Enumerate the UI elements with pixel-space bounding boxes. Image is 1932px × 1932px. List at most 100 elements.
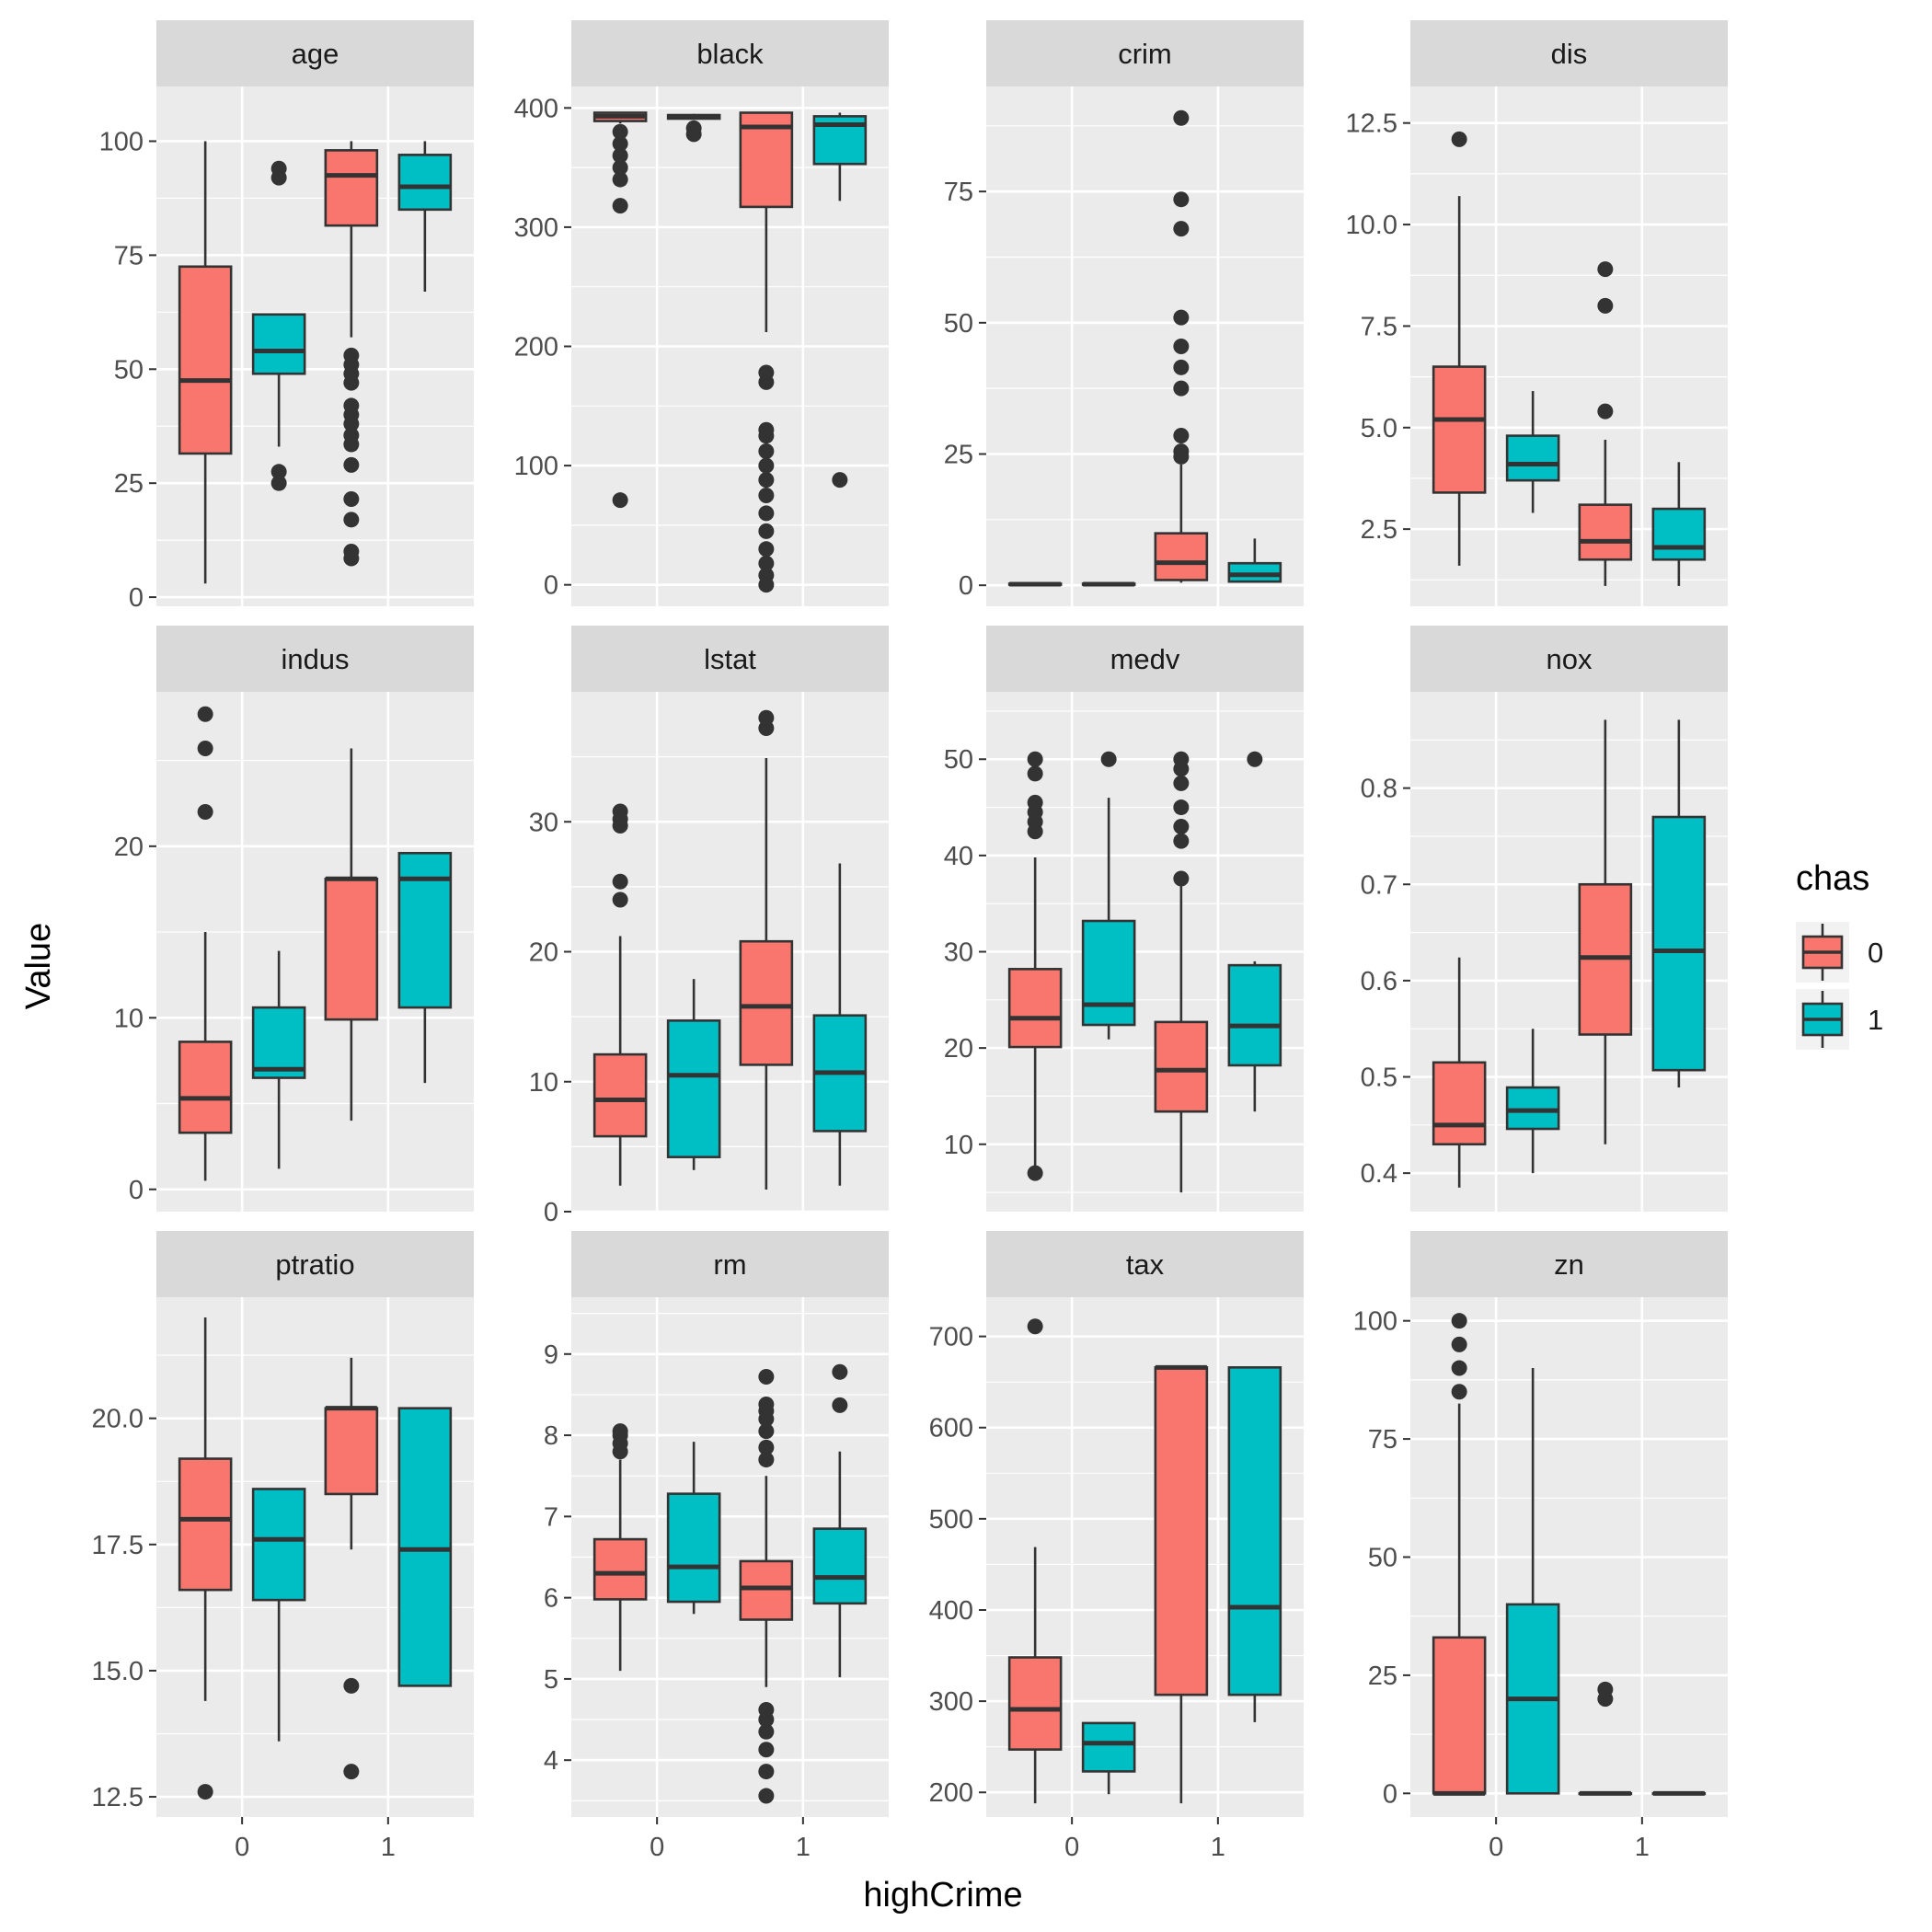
facet-panel-lstat: lstat 0 10 20 30 bbox=[529, 626, 889, 1227]
outlier-point bbox=[1173, 443, 1190, 460]
outlier-point bbox=[612, 135, 628, 152]
outlier-point bbox=[612, 147, 628, 164]
outlier-point bbox=[758, 1397, 775, 1413]
iqr-box bbox=[1651, 815, 1707, 1072]
y-tick-label: 500 bbox=[929, 1505, 973, 1535]
facet-strip-label: age bbox=[292, 38, 339, 70]
outlier-point bbox=[758, 1742, 775, 1758]
box-x0-chas1 bbox=[251, 160, 306, 491]
outlier-point bbox=[612, 171, 628, 188]
legend-label: 0 bbox=[1868, 937, 1883, 969]
outlier-point bbox=[758, 457, 775, 474]
box-x1-chas1 bbox=[812, 1363, 868, 1678]
outlier-point bbox=[758, 1788, 775, 1804]
panel-background bbox=[986, 86, 1304, 606]
iqr-box bbox=[1651, 507, 1707, 561]
y-tick-label: 20 bbox=[944, 1034, 973, 1064]
iqr-box bbox=[397, 154, 453, 212]
box-x1-chas1 bbox=[397, 141, 453, 293]
outlier-point bbox=[758, 1723, 775, 1740]
outlier-point bbox=[197, 804, 213, 821]
y-tick-label: 400 bbox=[514, 94, 558, 123]
outlier-point bbox=[1597, 297, 1614, 314]
facet-strip bbox=[571, 1231, 889, 1297]
iqr-box bbox=[666, 1019, 721, 1158]
box-x0-chas1 bbox=[251, 950, 306, 1169]
outlier-point bbox=[1247, 751, 1263, 767]
box-x1-chas1 bbox=[1651, 1790, 1707, 1796]
y-tick-label: 4 bbox=[544, 1746, 558, 1776]
legend-key-0: 0 bbox=[1796, 922, 1883, 983]
x-tick-label: 0 bbox=[650, 1833, 664, 1862]
facet-strip bbox=[571, 20, 889, 86]
iqr-box bbox=[1227, 561, 1282, 583]
y-tick-label: 20 bbox=[114, 833, 144, 862]
outlier-point bbox=[758, 555, 775, 571]
outlier-point bbox=[1173, 833, 1190, 849]
y-tick-label: 5.0 bbox=[1361, 414, 1397, 443]
facet-panels: age0255075100black0100200300400crim02550… bbox=[92, 20, 1728, 1862]
iqr-box bbox=[251, 1006, 306, 1079]
y-tick-label: 0 bbox=[544, 571, 558, 601]
outlier-point bbox=[612, 492, 628, 509]
outlier-point bbox=[758, 421, 775, 438]
iqr-box bbox=[1007, 1656, 1063, 1751]
y-tick-label: 10 bbox=[944, 1131, 973, 1160]
y-tick-label: 25 bbox=[944, 440, 973, 469]
outlier-point bbox=[758, 523, 775, 539]
y-tick-label: 7 bbox=[544, 1502, 558, 1532]
box-x1-chas1 bbox=[1227, 1366, 1282, 1722]
y-tick-label: 75 bbox=[114, 241, 144, 270]
outlier-point bbox=[612, 873, 628, 890]
facet-strip bbox=[1410, 20, 1728, 86]
box-x0-chas1 bbox=[666, 979, 721, 1170]
iqr-box bbox=[592, 1052, 648, 1138]
outlier-point bbox=[343, 1677, 360, 1694]
facet-panel-zn: zn 0 25 50 75 100 0 1 bbox=[1353, 1231, 1728, 1862]
iqr-box bbox=[1432, 1636, 1487, 1795]
facet-strip bbox=[1410, 626, 1728, 692]
iqr-box bbox=[1081, 919, 1136, 1027]
outlier-point bbox=[612, 198, 628, 214]
iqr-box bbox=[397, 851, 453, 1009]
outlier-point bbox=[343, 491, 360, 508]
box-x1-chas1 bbox=[1651, 719, 1707, 1088]
box-x0-chas1 bbox=[666, 113, 721, 143]
y-tick-label: 10.0 bbox=[1346, 211, 1397, 240]
outlier-point bbox=[758, 1452, 775, 1468]
iqr-box bbox=[1432, 365, 1487, 494]
outlier-point bbox=[1173, 380, 1190, 397]
box-x0-chas0 bbox=[178, 141, 233, 584]
x-tick-label: 0 bbox=[1064, 1833, 1079, 1862]
outlier-point bbox=[343, 347, 360, 363]
box-x1-chas0 bbox=[739, 1369, 794, 1804]
iqr-box bbox=[739, 1559, 794, 1621]
facet-panel-age: age 0 25 50 75 100 bbox=[99, 20, 474, 613]
iqr-box bbox=[812, 1527, 868, 1605]
outlier-point bbox=[1173, 339, 1190, 354]
x-axis-title: highCrime bbox=[863, 1876, 1022, 1915]
box-x0-chas1 bbox=[1505, 1368, 1560, 1795]
outlier-point bbox=[612, 891, 628, 908]
outlier-point bbox=[758, 1764, 775, 1780]
outlier-point bbox=[612, 1423, 628, 1440]
outlier-point bbox=[1027, 1165, 1043, 1181]
box-x1-chas0 bbox=[324, 1357, 379, 1780]
outlier-point bbox=[758, 487, 775, 503]
box-x0-chas0 bbox=[1007, 1318, 1063, 1804]
outlier-point bbox=[685, 120, 702, 136]
y-tick-label: 10 bbox=[114, 1004, 144, 1033]
outlier-point bbox=[832, 1397, 848, 1413]
iqr-box bbox=[666, 1492, 721, 1604]
facet-strip-label: rm bbox=[713, 1248, 746, 1281]
y-tick-label: 75 bbox=[1368, 1425, 1397, 1455]
facet-strip-label: medv bbox=[1110, 643, 1180, 675]
outlier-point bbox=[1451, 1360, 1467, 1376]
iqr-box bbox=[1578, 503, 1633, 561]
outlier-point bbox=[758, 505, 775, 522]
y-tick-label: 8 bbox=[544, 1421, 558, 1451]
iqr-box bbox=[1505, 434, 1560, 482]
box-x0-chas0 bbox=[592, 1423, 648, 1672]
y-tick-label: 25 bbox=[1368, 1662, 1397, 1691]
outlier-point bbox=[758, 1369, 775, 1386]
